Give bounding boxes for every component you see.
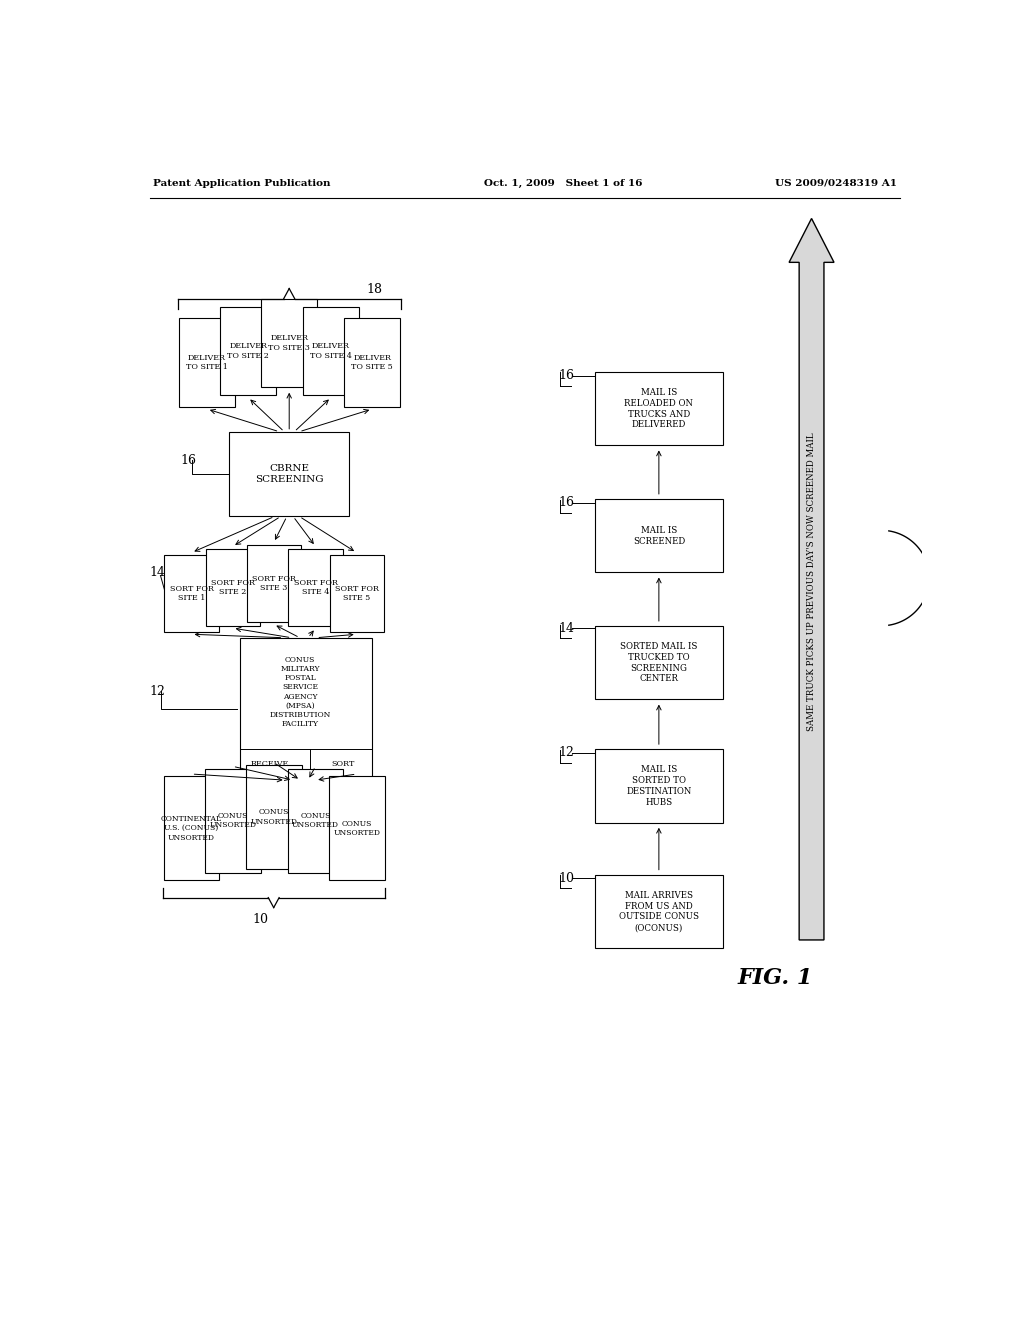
Text: RECEIVE: RECEIVE [250, 760, 289, 768]
Text: 14: 14 [558, 622, 574, 635]
Bar [289, 549, 343, 626]
Text: 16: 16 [180, 454, 197, 467]
Text: 18: 18 [367, 282, 383, 296]
Text: 16: 16 [558, 496, 574, 510]
Text: MAIL IS
SCREENED: MAIL IS SCREENED [633, 525, 685, 545]
Text: CONUS
UNSORTED: CONUS UNSORTED [292, 812, 339, 829]
Bar [595, 875, 723, 948]
Bar [344, 318, 400, 407]
Text: DELIVER
TO SITE 5: DELIVER TO SITE 5 [351, 354, 393, 371]
Bar [329, 776, 385, 880]
Bar [220, 306, 276, 395]
Text: DELIVER
TO SITE 4: DELIVER TO SITE 4 [310, 342, 352, 359]
Text: Patent Application Publication: Patent Application Publication [153, 178, 331, 187]
Bar [288, 768, 343, 873]
Text: SAME TRUCK PICKS UP PREVIOUS DAY'S NOW SCREENED MAIL: SAME TRUCK PICKS UP PREVIOUS DAY'S NOW S… [807, 433, 816, 731]
Text: CONUS
UNSORTED: CONUS UNSORTED [250, 808, 297, 825]
Bar [246, 764, 302, 869]
Text: SORT FOR
SITE 1: SORT FOR SITE 1 [170, 585, 214, 602]
Bar [179, 318, 234, 407]
Bar [595, 626, 723, 700]
Text: MAIL IS
RELOADED ON
TRUCKS AND
DELIVERED: MAIL IS RELOADED ON TRUCKS AND DELIVERED [625, 388, 693, 429]
Bar [165, 554, 219, 632]
Text: SORT: SORT [332, 760, 354, 768]
Bar [261, 298, 317, 388]
Text: SORT FOR
SITE 5: SORT FOR SITE 5 [335, 585, 379, 602]
Text: US 2009/0248319 A1: US 2009/0248319 A1 [775, 178, 897, 187]
Text: SORT FOR
SITE 3: SORT FOR SITE 3 [252, 574, 296, 593]
Polygon shape [790, 219, 834, 940]
Bar [303, 306, 359, 395]
Text: MAIL ARRIVES
FROM US AND
OUTSIDE CONUS
(OCONUS): MAIL ARRIVES FROM US AND OUTSIDE CONUS (… [618, 891, 698, 932]
Text: DELIVER
TO SITE 2: DELIVER TO SITE 2 [227, 342, 269, 359]
Text: FIG. 1: FIG. 1 [737, 968, 813, 990]
Bar [164, 776, 219, 880]
Text: 10: 10 [252, 912, 268, 925]
Text: 16: 16 [558, 370, 574, 381]
Text: 12: 12 [150, 685, 166, 698]
Text: 10: 10 [558, 871, 574, 884]
Text: SORTED MAIL IS
TRUCKED TO
SCREENING
CENTER: SORTED MAIL IS TRUCKED TO SCREENING CENT… [621, 642, 697, 684]
Text: SORT FOR
SITE 4: SORT FOR SITE 4 [294, 578, 338, 597]
Bar [595, 750, 723, 822]
Text: CONUS
MILITARY
POSTAL
SERVICE
AGENCY
(MPSA)
DISTRIBUTION
FACILITY: CONUS MILITARY POSTAL SERVICE AGENCY (MP… [269, 656, 331, 729]
Text: CONUS
UNSORTED: CONUS UNSORTED [333, 820, 380, 837]
Bar [247, 545, 301, 622]
Bar [205, 768, 260, 873]
Bar [206, 549, 260, 626]
Text: DELIVER
TO SITE 3: DELIVER TO SITE 3 [268, 334, 310, 352]
Text: DELIVER
TO SITE 1: DELIVER TO SITE 1 [186, 354, 228, 371]
Text: SORT FOR
SITE 2: SORT FOR SITE 2 [211, 578, 255, 597]
Text: CONTINENTAL
U.S. (CONUS)
UNSORTED: CONTINENTAL U.S. (CONUS) UNSORTED [161, 814, 222, 842]
Text: CBRNE
SCREENING: CBRNE SCREENING [255, 465, 324, 484]
Bar [595, 499, 723, 573]
Text: 14: 14 [150, 566, 166, 579]
Bar [229, 432, 349, 516]
Text: CONUS
UNSORTED: CONUS UNSORTED [209, 812, 256, 829]
Bar [241, 638, 372, 780]
Text: 12: 12 [558, 746, 574, 759]
Bar [330, 554, 384, 632]
Bar [595, 372, 723, 445]
Text: MAIL IS
SORTED TO
DESTINATION
HUBS: MAIL IS SORTED TO DESTINATION HUBS [627, 766, 691, 807]
Text: Oct. 1, 2009   Sheet 1 of 16: Oct. 1, 2009 Sheet 1 of 16 [484, 178, 643, 187]
